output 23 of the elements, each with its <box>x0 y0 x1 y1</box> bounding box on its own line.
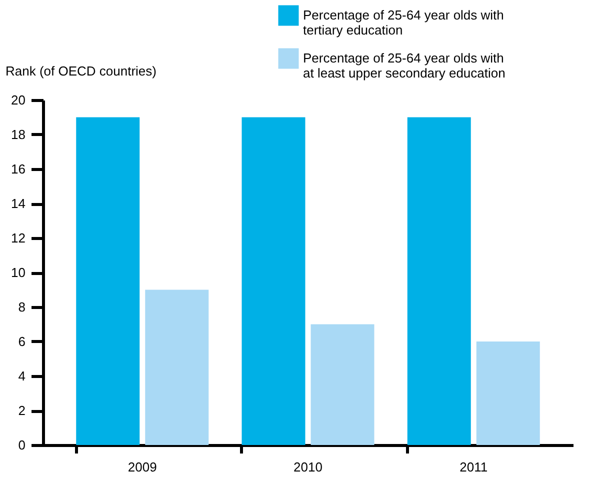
y-tick-label: 14 <box>11 196 26 211</box>
legend-label: Percentage of 25-64 year olds with at least upper secondary education <box>303 50 506 80</box>
bar <box>76 117 140 445</box>
y-tick-label: 20 <box>11 92 26 108</box>
y-tick-label: 16 <box>11 162 26 176</box>
y-tick-label: 8 <box>18 300 26 314</box>
legend-label: Percentage of 25-64 year olds with tertiary education <box>303 8 504 38</box>
bar <box>145 290 209 445</box>
x-tick-label: 2010 <box>294 460 322 474</box>
x-tick-label: 2011 <box>460 460 488 474</box>
bar <box>310 324 374 445</box>
y-tick-label: 4 <box>18 368 26 384</box>
y-axis-title: Rank (of OECD countries) <box>6 64 156 78</box>
y-tick-label: 18 <box>11 127 26 142</box>
y-tick-label: 10 <box>11 265 26 280</box>
y-tick-label: 12 <box>11 230 26 246</box>
bar <box>242 117 306 445</box>
y-tick-label: 0 <box>18 438 26 452</box>
y-tick-label: 2 <box>18 403 26 418</box>
y-tick-label: 6 <box>18 334 26 349</box>
bar <box>407 117 471 445</box>
bar <box>476 342 540 445</box>
x-tick-label: 2009 <box>128 460 157 474</box>
